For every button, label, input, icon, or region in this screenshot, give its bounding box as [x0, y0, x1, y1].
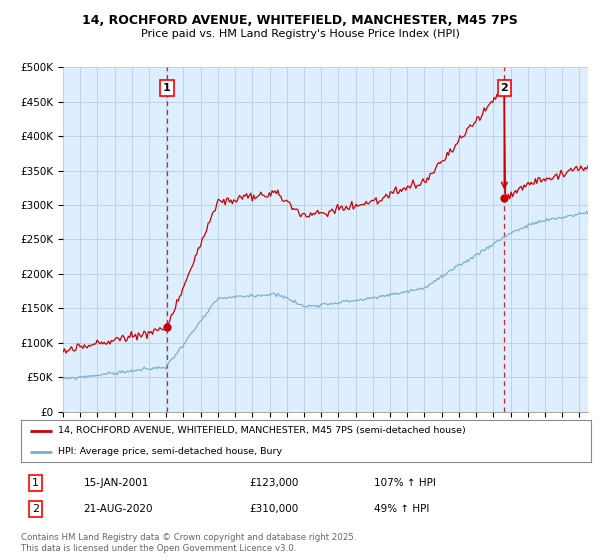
- Text: 15-JAN-2001: 15-JAN-2001: [84, 478, 149, 488]
- Text: HPI: Average price, semi-detached house, Bury: HPI: Average price, semi-detached house,…: [58, 447, 282, 456]
- Text: 21-AUG-2020: 21-AUG-2020: [84, 504, 153, 514]
- Text: 2: 2: [500, 83, 508, 93]
- Text: Price paid vs. HM Land Registry's House Price Index (HPI): Price paid vs. HM Land Registry's House …: [140, 29, 460, 39]
- Text: 2: 2: [32, 504, 39, 514]
- Text: 49% ↑ HPI: 49% ↑ HPI: [374, 504, 430, 514]
- Text: £310,000: £310,000: [249, 504, 298, 514]
- Text: £123,000: £123,000: [249, 478, 298, 488]
- Text: 107% ↑ HPI: 107% ↑ HPI: [374, 478, 436, 488]
- Text: 1: 1: [32, 478, 39, 488]
- Text: 14, ROCHFORD AVENUE, WHITEFIELD, MANCHESTER, M45 7PS (semi-detached house): 14, ROCHFORD AVENUE, WHITEFIELD, MANCHES…: [58, 426, 466, 435]
- Text: 1: 1: [163, 83, 171, 93]
- Text: 14, ROCHFORD AVENUE, WHITEFIELD, MANCHESTER, M45 7PS: 14, ROCHFORD AVENUE, WHITEFIELD, MANCHES…: [82, 14, 518, 27]
- Text: Contains HM Land Registry data © Crown copyright and database right 2025.
This d: Contains HM Land Registry data © Crown c…: [21, 533, 356, 553]
